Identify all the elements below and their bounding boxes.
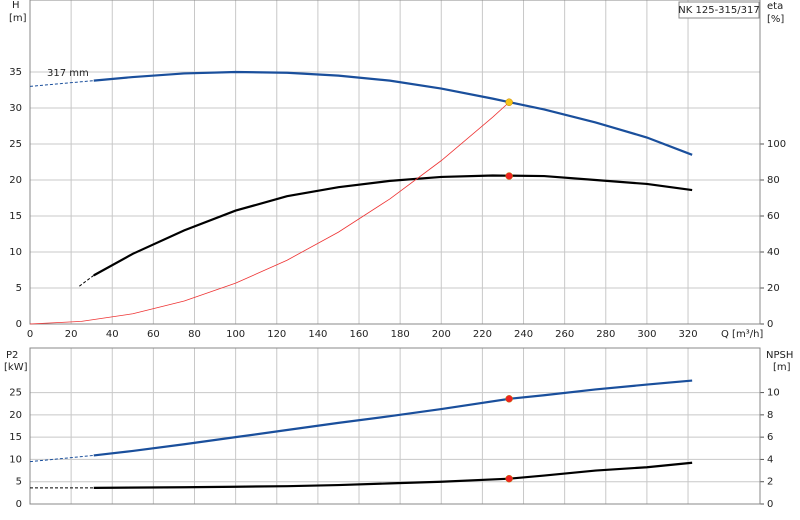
y2-tick-label: 20 xyxy=(767,283,780,294)
x-tick-label: 120 xyxy=(267,329,286,340)
y2-unit: [m] xyxy=(773,362,791,373)
curve xyxy=(93,379,693,457)
y2-tick-label: 60 xyxy=(767,211,780,222)
y-tick-label: 5 xyxy=(16,477,22,488)
curve xyxy=(93,461,693,489)
x-tick-label: 220 xyxy=(473,329,492,340)
title-box xyxy=(678,1,760,19)
curve xyxy=(79,275,95,287)
y2-tick-label: 6 xyxy=(767,432,773,443)
y-tick-label: 30 xyxy=(9,103,22,114)
y-tick-label: 20 xyxy=(9,175,22,186)
y-tick-label: 10 xyxy=(9,454,22,465)
y2-label: eta xyxy=(767,1,783,12)
operating-point xyxy=(505,172,513,180)
plot-frame xyxy=(29,0,761,325)
x-tick-label: 0 xyxy=(27,329,33,340)
y2-label: NPSH xyxy=(766,350,793,361)
y2-tick-label: 8 xyxy=(767,410,773,421)
y2-tick-label: 10 xyxy=(767,388,780,399)
y2-tick-label: 0 xyxy=(767,499,773,510)
x-tick-label: 140 xyxy=(308,329,327,340)
x-tick-label: 240 xyxy=(514,329,533,340)
x-tick-label: 100 xyxy=(226,329,245,340)
curve xyxy=(29,80,94,87)
y-label: P2 xyxy=(6,350,18,361)
x-tick-label: 300 xyxy=(637,329,656,340)
y2-tick-label: 100 xyxy=(767,139,786,150)
y-unit: [kW] xyxy=(4,362,28,373)
x-tick-label: 160 xyxy=(349,329,368,340)
x-tick-label: 200 xyxy=(432,329,451,340)
y2-tick-label: 80 xyxy=(767,175,780,186)
plot-frame xyxy=(29,347,761,505)
x-tick-label: 20 xyxy=(65,329,78,340)
y2-unit: [%] xyxy=(767,14,784,25)
y2-tick-label: 4 xyxy=(767,454,773,465)
y2-tick-label: 0 xyxy=(767,319,773,330)
x-axis-label: Q [m³/h] xyxy=(721,329,763,340)
x-tick-label: 260 xyxy=(555,329,574,340)
y-tick-label: 25 xyxy=(9,139,22,150)
x-tick-label: 180 xyxy=(391,329,410,340)
y-label: H xyxy=(12,0,20,11)
x-tick-label: 320 xyxy=(678,329,697,340)
y2-tick-label: 40 xyxy=(767,247,780,258)
curve xyxy=(29,454,94,463)
y-tick-label: 25 xyxy=(9,388,22,399)
curve xyxy=(93,174,693,277)
y2-tick-label: 2 xyxy=(767,477,773,488)
y-tick-label: 0 xyxy=(16,319,22,330)
operating-point xyxy=(505,474,513,483)
x-tick-label: 40 xyxy=(106,329,119,340)
operating-point xyxy=(505,395,513,403)
y-unit: [m] xyxy=(9,13,27,24)
y-tick-label: 35 xyxy=(9,67,22,78)
y-tick-label: 15 xyxy=(9,211,22,222)
chart-title: NK 125-315/317 xyxy=(678,5,759,16)
y-tick-label: 0 xyxy=(16,499,22,510)
x-tick-label: 280 xyxy=(596,329,615,340)
curve xyxy=(93,70,693,156)
y-tick-label: 15 xyxy=(9,432,22,443)
curve xyxy=(29,101,510,325)
y-tick-label: 5 xyxy=(16,283,22,294)
x-tick-label: 80 xyxy=(188,329,201,340)
curve-annotation: 317 mm xyxy=(47,68,89,79)
x-tick-label: 60 xyxy=(147,329,160,340)
operating-point xyxy=(505,98,513,106)
y-tick-label: 20 xyxy=(9,410,22,421)
y-tick-label: 10 xyxy=(9,247,22,258)
